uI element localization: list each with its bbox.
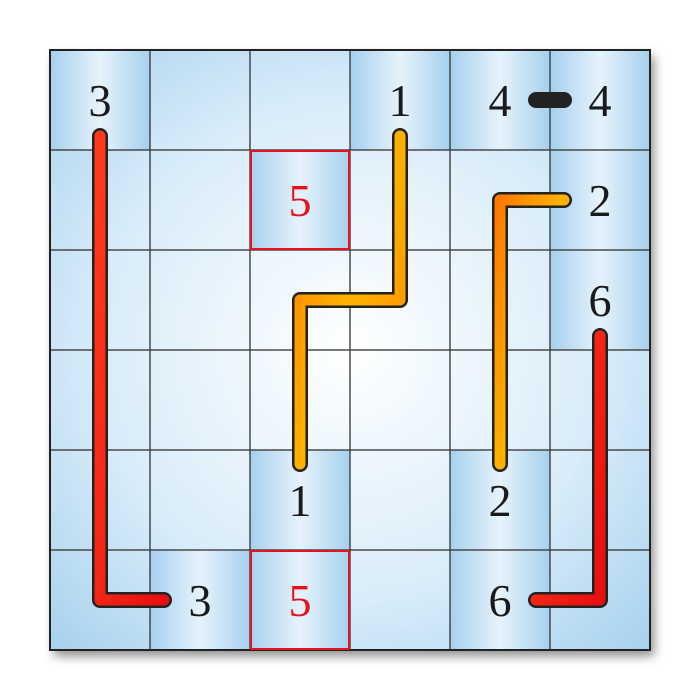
error-highlight bbox=[250, 550, 350, 650]
path-stroke bbox=[294, 130, 406, 470]
error-highlight bbox=[250, 150, 350, 250]
error-boxes bbox=[250, 150, 350, 650]
clue-numbers: 3 1 4 4 5 2 6 1 2 3 5 6 bbox=[89, 75, 612, 626]
clue-number: 5 bbox=[289, 575, 312, 626]
path-stroke bbox=[94, 130, 170, 606]
clue-number: 4 bbox=[589, 75, 612, 126]
link-path-1[interactable] bbox=[292, 128, 408, 472]
link-path-6[interactable] bbox=[528, 328, 608, 608]
link-path-2[interactable] bbox=[492, 192, 572, 472]
clue-number: 5 bbox=[289, 175, 312, 226]
shaded-cell bbox=[250, 550, 350, 650]
clue-number: 2 bbox=[489, 475, 512, 526]
clue-number: 3 bbox=[89, 75, 112, 126]
clue-number: 1 bbox=[389, 75, 412, 126]
clue-number: 6 bbox=[489, 575, 512, 626]
clue-number: 3 bbox=[189, 575, 212, 626]
shaded-cells bbox=[50, 50, 650, 650]
path-stroke bbox=[494, 194, 570, 470]
shaded-cell bbox=[250, 150, 350, 250]
link-paths bbox=[92, 92, 608, 608]
clue-number: 4 bbox=[489, 75, 512, 126]
clue-number: 2 bbox=[589, 175, 612, 226]
link-path-3[interactable] bbox=[92, 128, 172, 608]
clue-number: 1 bbox=[289, 475, 312, 526]
clue-number: 6 bbox=[589, 275, 612, 326]
path-stroke bbox=[530, 330, 606, 606]
